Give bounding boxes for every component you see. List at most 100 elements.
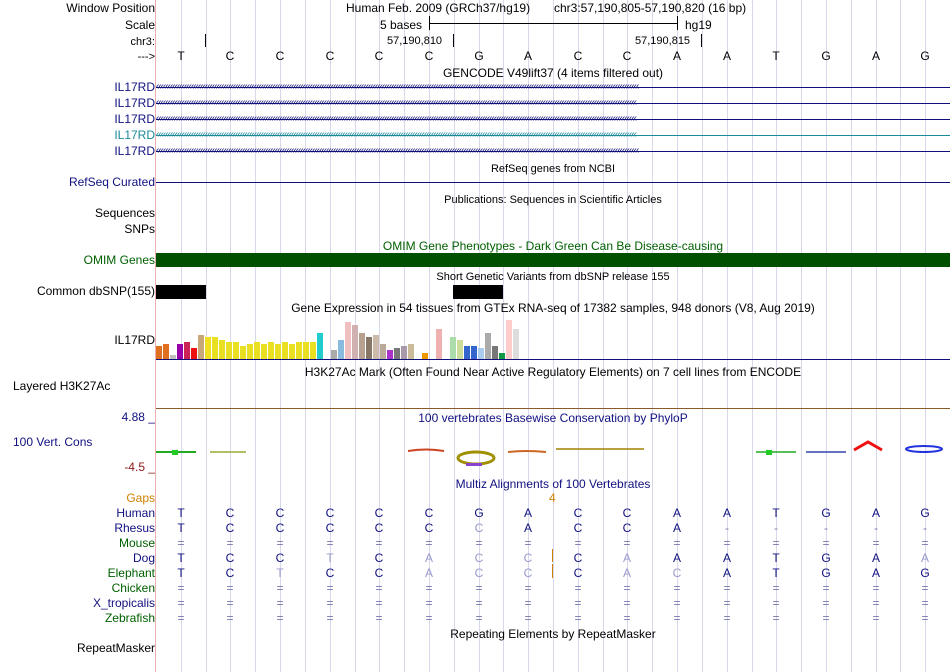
gtex-bar-chart[interactable] — [156, 316, 536, 359]
aligned-base: G — [920, 506, 930, 520]
aligned-base: = — [623, 611, 631, 625]
strand-label[interactable]: ---> — [137, 51, 155, 63]
gtex-tissue-bar[interactable] — [212, 337, 218, 359]
gtex-tissue-bar[interactable] — [198, 335, 204, 359]
aligned-base: C — [622, 521, 632, 535]
gene-model[interactable]: ‹‹‹‹‹‹‹‹‹‹‹‹‹‹‹‹‹‹‹‹‹‹‹‹‹‹‹‹‹‹‹‹‹‹‹‹‹‹‹‹… — [156, 114, 637, 124]
aligned-base: = — [673, 611, 681, 625]
aligned-base: C — [622, 506, 632, 520]
gtex-tissue-bar[interactable] — [191, 348, 197, 359]
track-image[interactable]: Human Feb. 2009 (GRCh37/hg19) chr3:57,19… — [156, 0, 950, 672]
gtex-tissue-bar[interactable] — [240, 346, 246, 359]
gaps-label[interactable]: Gaps — [126, 491, 155, 505]
gtex-tissue-bar[interactable] — [156, 346, 162, 359]
gtex-tissue-bar[interactable] — [513, 329, 519, 359]
conservation-logo[interactable] — [156, 436, 950, 472]
aligned-base: = — [574, 581, 582, 595]
refseq-curated-label[interactable]: RefSeq Curated — [68, 175, 155, 189]
snp-feature[interactable] — [453, 285, 503, 299]
gtex-tissue-bar[interactable] — [261, 344, 267, 359]
gtex-tissue-bar[interactable] — [464, 346, 470, 359]
sequences-label[interactable]: Sequences — [94, 206, 155, 220]
gtex-tissue-bar[interactable] — [317, 333, 323, 359]
gtex-tissue-bar[interactable] — [485, 333, 491, 359]
aligned-base: = — [872, 611, 880, 625]
gtex-tissue-bar[interactable] — [436, 329, 442, 359]
gtex-tissue-bar[interactable] — [219, 340, 225, 359]
gtex-tissue-bar[interactable] — [338, 340, 344, 359]
h3k27ac-label[interactable]: Layered H3K27Ac — [13, 379, 111, 393]
snps-label[interactable]: SNPs — [124, 222, 155, 236]
gtex-tissue-bar[interactable] — [247, 344, 253, 359]
gridline — [752, 0, 753, 672]
gtex-tissue-bar[interactable] — [401, 346, 407, 359]
gtex-tissue-bar[interactable] — [282, 342, 288, 359]
gtex-tissue-bar[interactable] — [359, 333, 365, 359]
gene-track-label[interactable]: IL17RD — [114, 144, 155, 158]
gtex-tissue-bar[interactable] — [380, 344, 386, 359]
gene-model[interactable]: ‹‹‹‹‹‹‹‹‹‹‹‹‹‹‹‹‹‹‹‹‹‹‹‹‹‹‹‹‹‹‹‹‹‹‹‹‹‹‹‹… — [156, 130, 637, 140]
gtex-tissue-bar[interactable] — [163, 344, 169, 359]
gtex-tissue-bar[interactable] — [345, 322, 351, 359]
snp-feature[interactable] — [156, 285, 206, 299]
gtex-tissue-bar[interactable] — [450, 337, 456, 359]
gtex-tissue-bar[interactable] — [289, 344, 295, 359]
gtex-tissue-bar[interactable] — [387, 350, 393, 359]
gtex-tissue-bar[interactable] — [331, 350, 337, 359]
species-label[interactable]: Chicken — [111, 581, 155, 595]
gene-model[interactable]: ‹‹‹‹‹‹‹‹‹‹‹‹‹‹‹‹‹‹‹‹‹‹‹‹‹‹‹‹‹‹‹‹‹‹‹‹‹‹‹‹… — [156, 82, 639, 92]
gtex-tissue-bar[interactable] — [408, 344, 414, 359]
species-label[interactable]: Zebrafish — [104, 611, 155, 625]
gtex-tissue-bar[interactable] — [177, 344, 183, 359]
gtex-tissue-bar[interactable] — [471, 346, 477, 359]
chrom-label: chr3: — [130, 36, 155, 48]
repeatmasker-label[interactable]: RepeatMasker — [76, 641, 155, 655]
gtex-tissue-bar[interactable] — [170, 355, 176, 359]
gtex-tissue-bar[interactable] — [499, 353, 505, 359]
gtex-tissue-bar[interactable] — [268, 342, 274, 359]
gene-track-label[interactable]: IL17RD — [114, 112, 155, 126]
aligned-base: A — [722, 506, 731, 520]
gtex-tissue-bar[interactable] — [352, 325, 358, 359]
gtex-tissue-bar[interactable] — [506, 320, 512, 359]
gtex-tissue-bar[interactable] — [226, 342, 232, 359]
conservation-label[interactable]: 100 Vert. Cons — [13, 435, 93, 449]
gtex-tissue-bar[interactable] — [457, 340, 463, 359]
species-label[interactable]: Human — [116, 506, 155, 520]
gene-track-label[interactable]: IL17RD — [114, 96, 155, 110]
refseq-gene-line[interactable] — [156, 182, 950, 183]
aligned-base: = — [822, 536, 830, 550]
common-dbsnp-label[interactable]: Common dbSNP(155) — [36, 284, 155, 298]
species-label[interactable]: Elephant — [107, 566, 155, 580]
gene-model[interactable]: ‹‹‹‹‹‹‹‹‹‹‹‹‹‹‹‹‹‹‹‹‹‹‹‹‹‹‹‹‹‹‹‹‹‹‹‹‹‹‹‹… — [156, 146, 639, 156]
gap-count[interactable]: 4 — [549, 491, 556, 505]
gtex-tissue-bar[interactable] — [366, 337, 372, 359]
gridline — [206, 0, 207, 672]
gtex-tissue-bar[interactable] — [205, 337, 211, 359]
gtex-tissue-bar[interactable] — [422, 353, 428, 359]
gtex-tissue-bar[interactable] — [303, 342, 309, 359]
omim-gene-bar[interactable] — [156, 253, 950, 267]
gtex-tissue-bar[interactable] — [184, 342, 190, 359]
gtex-tissue-bar[interactable] — [233, 342, 239, 359]
gtex-tissue-bar[interactable] — [275, 344, 281, 359]
species-label[interactable]: X_tropicalis — [92, 596, 155, 610]
gtex-tissue-bar[interactable] — [373, 335, 379, 359]
aligned-base: - — [774, 521, 778, 535]
gtex-tissue-bar[interactable] — [296, 342, 302, 359]
species-label[interactable]: Mouse — [118, 536, 155, 550]
gene-track-label[interactable]: IL17RD — [114, 80, 155, 94]
omim-genes-label[interactable]: OMIM Genes — [83, 253, 155, 267]
gene-track-label[interactable]: IL17RD — [114, 128, 155, 142]
gtex-tissue-bar[interactable] — [254, 342, 260, 359]
species-label[interactable]: Rhesus — [114, 521, 155, 535]
aligned-base: C — [374, 566, 384, 580]
gtex-tissue-bar[interactable] — [394, 348, 400, 359]
gridline — [801, 0, 802, 672]
gene-model[interactable]: ‹‹‹‹‹‹‹‹‹‹‹‹‹‹‹‹‹‹‹‹‹‹‹‹‹‹‹‹‹‹‹‹‹‹‹‹‹‹‹‹… — [156, 98, 637, 108]
gtex-gene-label[interactable]: IL17RD — [114, 333, 155, 347]
gtex-tissue-bar[interactable] — [492, 346, 498, 359]
gtex-tissue-bar[interactable] — [310, 342, 316, 359]
gtex-tissue-bar[interactable] — [478, 348, 484, 359]
species-label[interactable]: Dog — [132, 551, 155, 565]
